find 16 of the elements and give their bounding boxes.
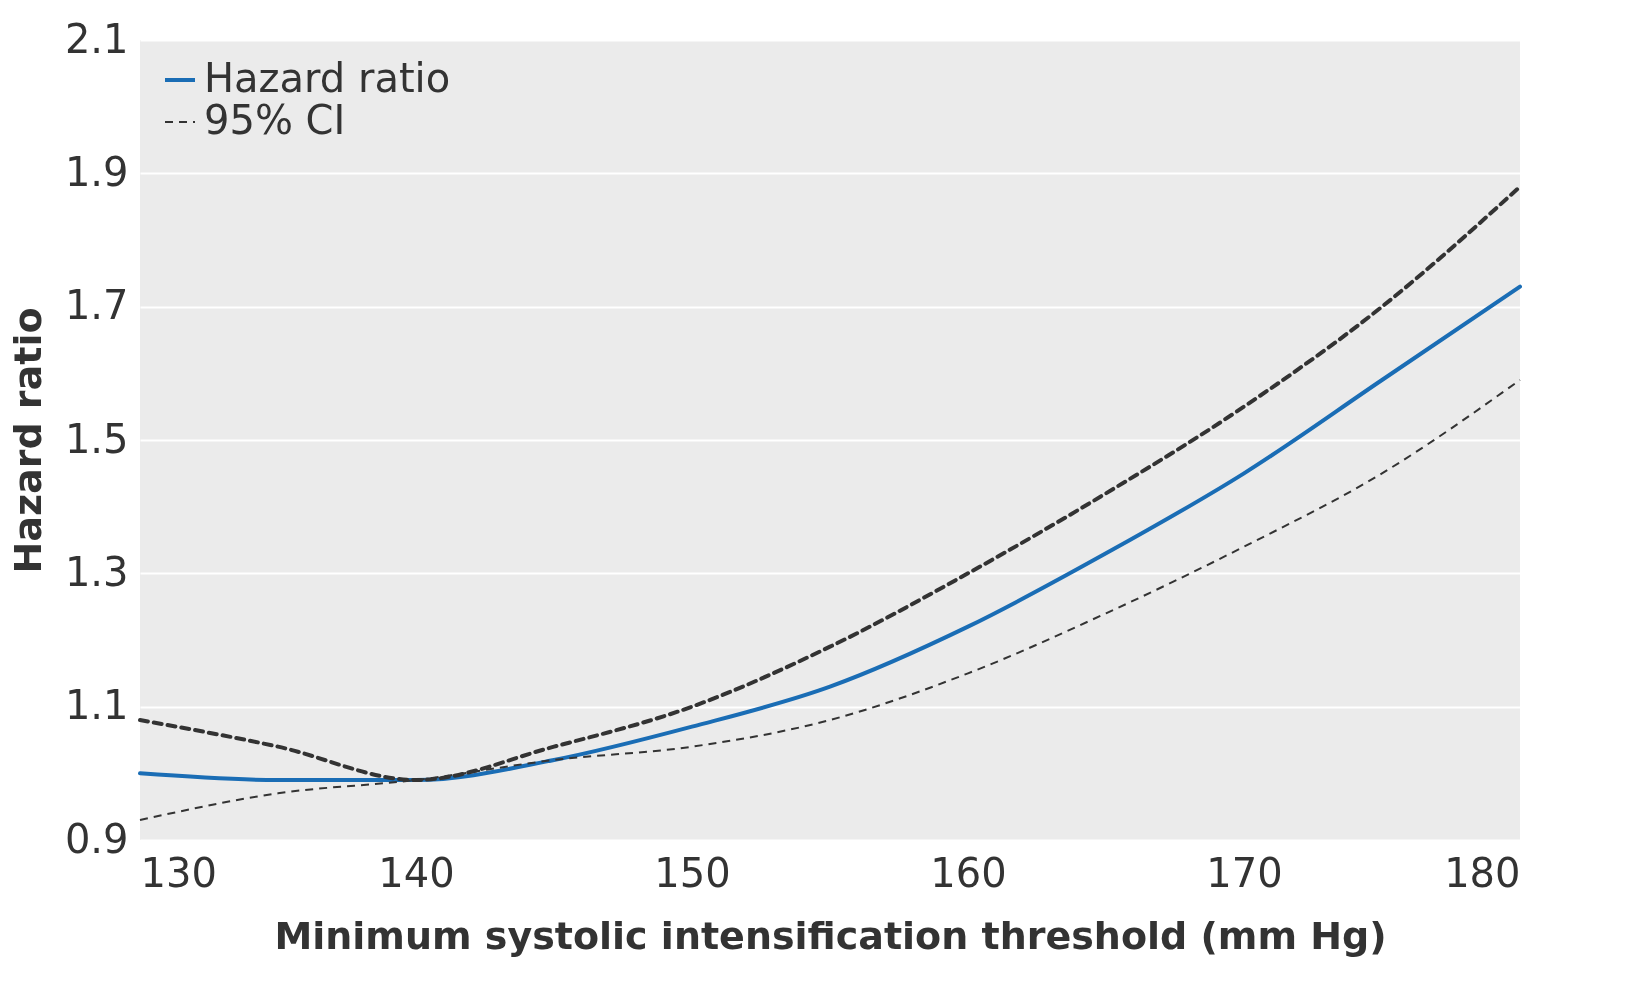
line-series [138, 284, 1522, 782]
y-tick-label: 1.7 [64, 282, 129, 329]
x-tick-label: 140 [378, 849, 455, 896]
x-tick-label: 180 [1444, 849, 1521, 896]
y-axis-title: Hazard ratio [5, 307, 50, 574]
x-tick-label: 160 [930, 849, 1007, 896]
y-tick-label: 1.3 [64, 548, 129, 595]
x-tick-label: 150 [654, 849, 731, 896]
x-tick-label: 130 [140, 849, 217, 896]
y-tick-label: 1.5 [64, 415, 129, 462]
y-tick-label: 0.9 [64, 815, 129, 862]
y-tick-label: 1.9 [64, 148, 129, 195]
x-tick-label: 170 [1206, 849, 1283, 896]
x-axis-title: Minimum systolic intensification threshold (mm Hg) [274, 913, 1387, 958]
y-tick-label: 2.1 [64, 15, 129, 62]
y-tick-label: 1.1 [64, 682, 129, 729]
